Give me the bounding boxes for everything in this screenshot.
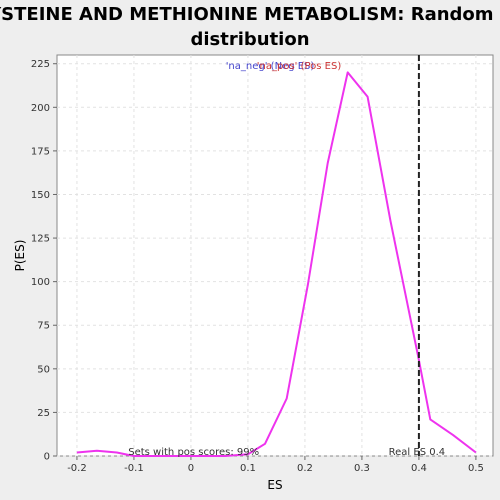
y-axis-ticks: 0 25 50 75 100 125 150 175 200 225 [31,59,57,463]
x-tick-label: -0.1 [124,463,144,474]
x-tick-label: 0.1 [240,463,256,474]
y-tick-label: 50 [37,364,50,375]
y-tick-label: 0 [44,452,50,463]
chart-title: CYSTEINE AND METHIONINE METABOLISM: Rand… [0,4,500,50]
sets-pos-scores-annotation: Sets with pos scores: 99% [128,447,259,458]
chart-title-line-2: distribution [190,29,309,50]
y-axis-title: P(ES) [13,240,27,272]
y-tick-label: 25 [37,408,50,419]
plot-area [56,54,494,457]
legend-pos-es: 'na_pos' (Pos ES) [257,61,342,72]
y-tick-label: 225 [31,59,50,70]
x-tick-label: 0.2 [297,463,313,474]
x-axis-ticks: -0.2 -0.1 0 0.1 0.2 0.3 0.4 0.5 [67,456,484,474]
y-tick-label: 100 [31,277,50,288]
x-tick-label: 0 [188,463,194,474]
y-tick-label: 200 [31,103,50,114]
legend: 'na_neg' (Neg ES) 'na_pos' (Pos ES) [226,61,342,72]
real-es-annotation: Real ES 0.4 [389,447,445,458]
x-tick-label: 0.3 [354,463,370,474]
es-distribution-line [76,71,477,457]
y-tick-label: 75 [37,321,50,332]
x-tick-label: 0.4 [411,463,427,474]
x-tick-label: 0.5 [468,463,484,474]
y-tick-label: 175 [31,146,50,157]
series-lines [76,71,477,457]
x-axis-title: ES [267,478,282,492]
x-tick-label: -0.2 [67,463,87,474]
y-tick-label: 125 [31,234,50,245]
legend-neg-es: 'na_neg' (Neg ES) [226,61,315,72]
y-tick-label: 150 [31,190,50,201]
chart-title-line-1: CYSTEINE AND METHIONINE METABOLISM: Rand… [0,4,500,25]
